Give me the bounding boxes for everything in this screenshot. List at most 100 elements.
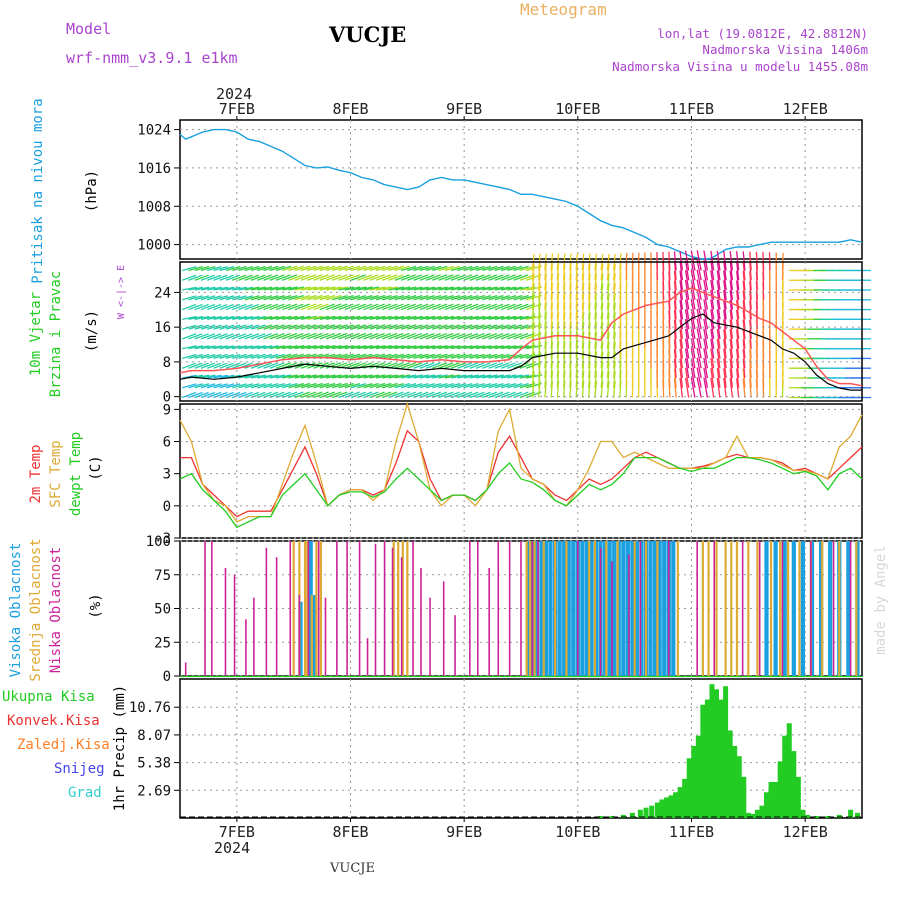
- top-date-label: 11FEB: [669, 100, 714, 118]
- wind-arrow: [213, 345, 228, 350]
- wind-arrow: [469, 383, 485, 389]
- wind-arrow: [213, 303, 228, 311]
- wind-arrow: [338, 265, 354, 272]
- wind-arrow: [219, 333, 234, 340]
- wind-arrow: [600, 341, 604, 359]
- wind-arrow: [300, 286, 317, 291]
- wind-arrow: [463, 286, 479, 291]
- wind-arrow: [225, 286, 241, 291]
- wind-arrow: [696, 328, 702, 349]
- wind-arrow: [375, 345, 392, 350]
- wind-arrow: [438, 345, 455, 350]
- wind-arrow: [263, 303, 279, 311]
- wind-arrow: [600, 380, 604, 398]
- wind-arrow: [488, 295, 504, 301]
- wind-arrow: [562, 341, 566, 359]
- wind-arrow: [494, 374, 511, 379]
- wind-direction-legend: W <-|-> E: [116, 265, 127, 319]
- wind-arrow: [755, 251, 759, 271]
- wind-arrow: [444, 382, 461, 389]
- wind-arrow: [300, 294, 317, 301]
- wind-arrow: [438, 265, 454, 272]
- wind-arrow: [679, 338, 684, 359]
- wind-arrow: [544, 282, 547, 300]
- wind-arrow: [710, 289, 715, 310]
- wind-arrow: [463, 391, 479, 399]
- wind-arrow: [388, 362, 404, 369]
- wind-arrow: [394, 265, 411, 272]
- wind-arrow: [494, 315, 511, 320]
- wind-arrow: [494, 265, 510, 272]
- wind-arrow: [313, 286, 330, 291]
- wind-arrow: [475, 303, 491, 311]
- wind-arrow: [282, 353, 298, 360]
- wind-arrow: [425, 332, 441, 340]
- precip-bar: [732, 745, 738, 818]
- precip-bar: [637, 809, 643, 818]
- wind-arrow: [562, 302, 566, 320]
- wind-arrow: [263, 345, 279, 350]
- wind-arrow: [716, 348, 721, 369]
- wind-arrow: [710, 338, 715, 359]
- wind-arrow: [513, 382, 529, 389]
- wind-arrow: [369, 362, 385, 369]
- wind-ytick-label: 8: [163, 355, 171, 371]
- pressure-ytick-label: 1024: [137, 123, 171, 139]
- wind-arrow: [332, 382, 348, 389]
- wind-arrow: [729, 280, 734, 300]
- wind-arrow: [238, 286, 254, 291]
- wind-arrow: [710, 319, 715, 339]
- wind-arrow: [307, 345, 324, 350]
- wind-arrow: [703, 328, 709, 349]
- wind-arrow: [673, 319, 677, 339]
- wind-arrow: [696, 259, 702, 281]
- bottom-date-label: 7FEB: [219, 823, 255, 841]
- cloud-ytick-label: 50: [154, 602, 171, 618]
- wind-arrow: [413, 286, 429, 291]
- wind-arrow: [716, 319, 721, 339]
- wind-arrow: [550, 312, 554, 330]
- wind-arrow: [382, 265, 398, 272]
- wind-arrow: [606, 361, 610, 379]
- wind-arrow: [438, 315, 455, 320]
- wind-arrow: [325, 274, 342, 281]
- wind-arrow: [382, 332, 398, 340]
- bottom-year-label: 2024: [214, 839, 251, 857]
- wind-arrow: [679, 250, 684, 271]
- wind-arrow: [612, 283, 616, 300]
- precip-legend-item: Snijeg: [54, 761, 105, 777]
- wind-arrow: [463, 345, 479, 350]
- wind-arrow: [482, 332, 498, 340]
- wind-arrow: [382, 382, 398, 389]
- wind-arrow: [696, 367, 702, 388]
- wind-arrow: [369, 332, 385, 340]
- wind-arrow: [450, 274, 466, 281]
- wind-arrow: [200, 265, 216, 272]
- wind-arrow: [673, 300, 677, 320]
- wind-arrow: [723, 250, 727, 271]
- wind-arrow: [684, 367, 690, 388]
- wind-arrow: [244, 315, 260, 320]
- wind-arrow: [500, 324, 517, 330]
- wind-arrow: [413, 374, 429, 379]
- wind-arrow: [325, 374, 342, 379]
- wind-arrow: [413, 332, 429, 340]
- pressure-line: [179, 128, 863, 260]
- wind-arrow: [338, 391, 354, 399]
- wind-arrow: [488, 286, 504, 291]
- wind-arrow: [338, 353, 354, 360]
- precip-bar: [654, 802, 660, 818]
- wind-arrow: [388, 345, 405, 350]
- wind-arrow: [587, 302, 591, 320]
- wind-arrow: [463, 362, 479, 369]
- wind-arrow: [194, 333, 209, 340]
- wind-arrow: [307, 286, 324, 291]
- model-value: wrf-nmm_v3.9.1 e1km: [66, 49, 238, 67]
- wind-arrow: [425, 274, 441, 281]
- wind-arrow: [388, 265, 404, 272]
- wind-arrow: [716, 260, 721, 281]
- wind-arrow: [723, 348, 727, 369]
- wind-arrow: [400, 295, 417, 301]
- wind-arrow: [684, 348, 690, 369]
- precip-bar: [736, 756, 742, 818]
